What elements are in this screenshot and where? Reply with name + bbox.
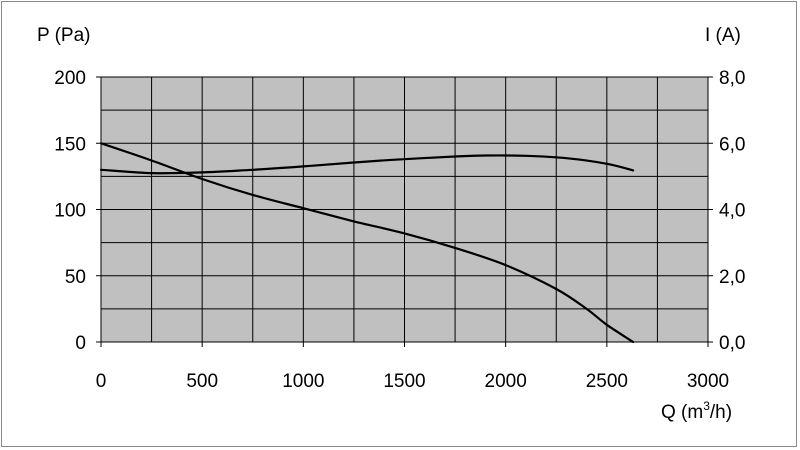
tick-marks: [96, 76, 713, 347]
x-axis-title-suffix: /h): [710, 402, 732, 423]
y-left-tick-label: 0: [75, 333, 86, 354]
x-tick-label: 500: [186, 371, 218, 392]
grid: [101, 77, 708, 342]
x-axis-title-main: Q (m: [661, 402, 703, 423]
y-left-tick-label: 100: [54, 201, 86, 222]
y-right-tick-label: 4,0: [719, 201, 745, 222]
y-axis-left-title: P (Pa): [37, 25, 91, 46]
y-left-tick-label: 50: [65, 267, 86, 288]
y-right-tick-label: 8,0: [719, 68, 745, 89]
y-axis-right-title: I (A): [705, 25, 741, 46]
x-tick-label: 1500: [383, 371, 425, 392]
tick-labels: 0 500 1000 1500 2000 2500 3000 0 50 100 150 200 0,0 2…: [54, 68, 745, 392]
series-layer: [99, 142, 635, 344]
x-tick-label: 0: [96, 371, 107, 392]
x-tick-label: 2000: [485, 371, 527, 392]
current-curve-line: [99, 154, 635, 175]
y-right-tick-label: 6,0: [719, 134, 745, 155]
pressure-curve-line: [99, 142, 635, 344]
x-axis-title: Q (m3/h): [661, 399, 732, 423]
x-tick-label: 1000: [282, 371, 324, 392]
y-left-tick-label: 150: [54, 134, 86, 155]
y-left-tick-label: 200: [54, 68, 86, 89]
x-axis-title-sup: 3: [703, 399, 710, 413]
y-right-tick-label: 0,0: [719, 333, 745, 354]
x-tick-label: 2500: [586, 371, 628, 392]
x-tick-label: 3000: [687, 371, 729, 392]
y-right-tick-label: 2,0: [719, 267, 745, 288]
